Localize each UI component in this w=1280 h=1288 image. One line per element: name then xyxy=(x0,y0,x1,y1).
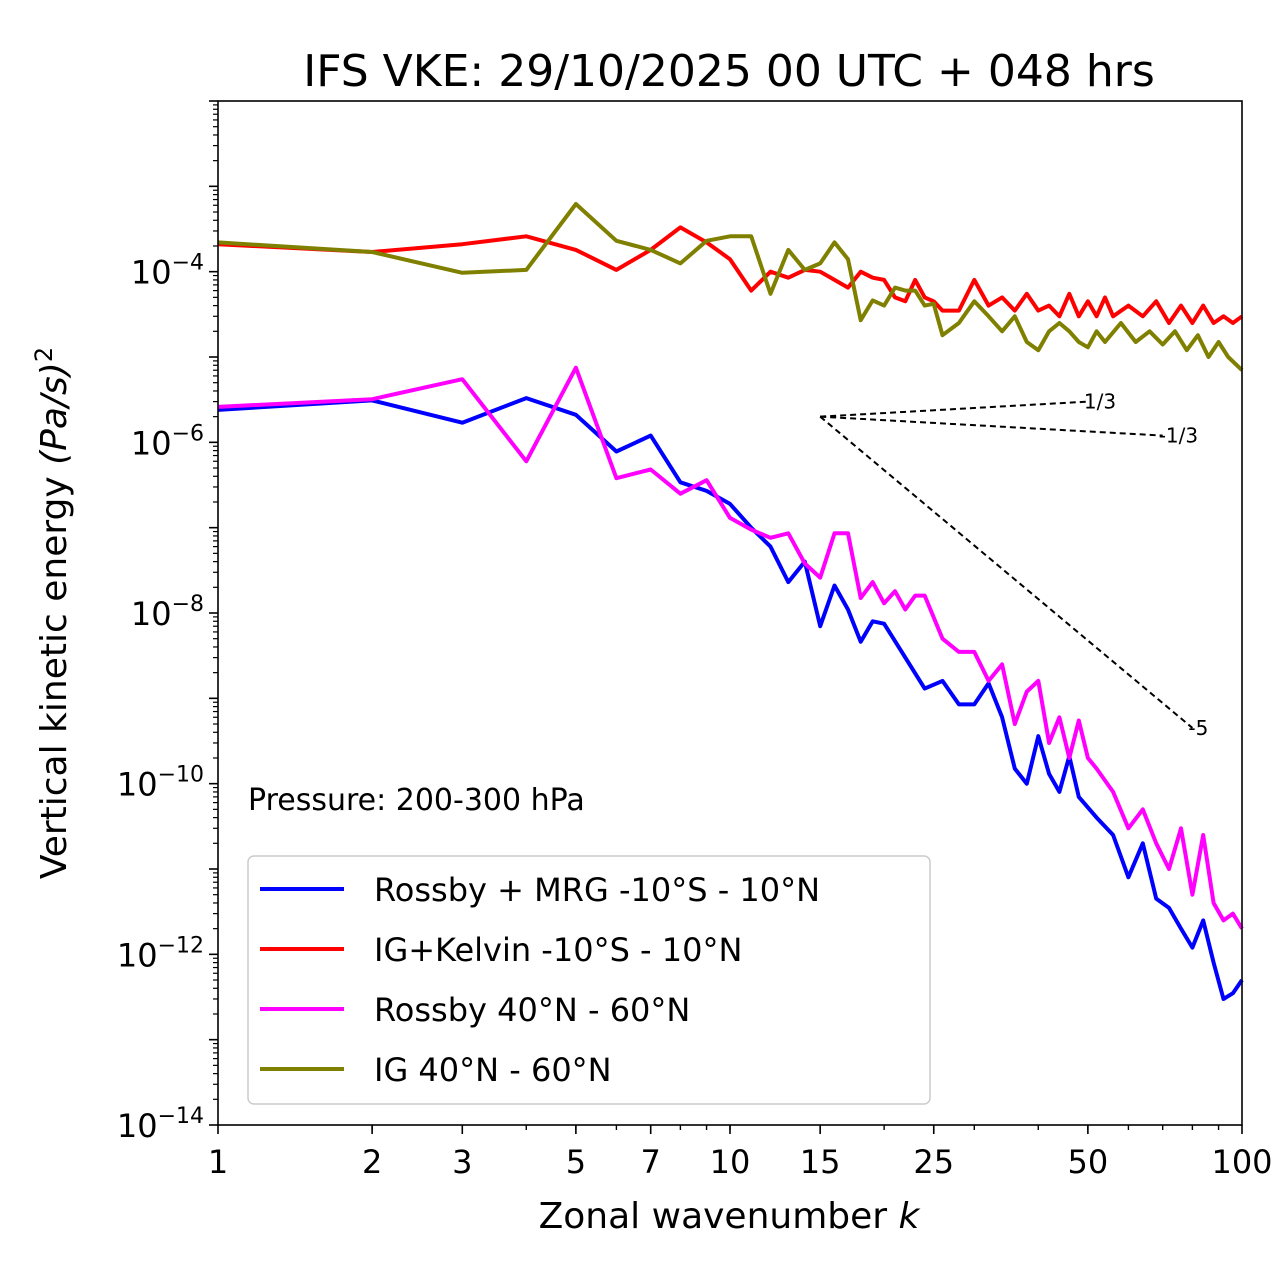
reference-slope-label-0: 1/3 xyxy=(1084,390,1116,414)
x-tick-label: 25 xyxy=(913,1143,954,1181)
x-tick-label: 10 xyxy=(710,1143,751,1181)
series-layer xyxy=(217,202,1244,1001)
reference-slope-label-2: -5 xyxy=(1188,716,1208,740)
x-tick-label: 15 xyxy=(800,1143,841,1181)
y-tick-base: 10 xyxy=(117,766,158,804)
legend-items: Rossby + MRG -10°S - 10°N IG+Kelvin -10°S… xyxy=(260,871,820,1089)
x-tick-label: 5 xyxy=(566,1143,586,1181)
legend: Rossby + MRG -10°S - 10°N IG+Kelvin -10°S… xyxy=(247,855,931,1105)
reference-slope-line-0 xyxy=(820,400,1088,418)
y-tick-exponent: −14 xyxy=(158,1104,204,1129)
series-line-2 xyxy=(217,365,1244,930)
legend-label-1: IG+Kelvin -10°S - 10°N xyxy=(374,931,742,969)
x-axis-label-var: k xyxy=(899,1196,922,1237)
legend-label-3: IG 40°N - 60°N xyxy=(374,1051,612,1089)
y-tick-label: 10−6 xyxy=(131,421,204,462)
reference-slope-label-1: -1/3 xyxy=(1159,424,1198,448)
y-tick-base: 10 xyxy=(117,1107,158,1145)
series-line-3 xyxy=(217,202,1244,372)
y-tick-exponent: −8 xyxy=(172,592,204,617)
reference-slopes: 1/3 -1/3 -5 xyxy=(819,390,1208,740)
y-tick-base: 10 xyxy=(117,936,158,974)
y-tick-label: 10−4 xyxy=(131,251,204,292)
y-tick-base: 10 xyxy=(131,254,172,292)
series-line-1 xyxy=(217,225,1244,325)
x-tick-label: 100 xyxy=(1211,1143,1272,1181)
legend-label-0: Rossby + MRG -10°S - 10°N xyxy=(374,871,820,909)
legend-label-2: Rossby 40°N - 60°N xyxy=(374,991,690,1029)
reference-slope-line-1 xyxy=(820,415,1163,437)
x-axis-label: Zonal wavenumber k xyxy=(539,1196,922,1237)
pressure-annotation: Pressure: 200-300 hPa xyxy=(248,783,585,818)
chart-title: IFS VKE: 29/10/2025 00 UTC + 048 hrs xyxy=(303,46,1155,97)
y-axis-label: Vertical kinetic energy (Pa/s)2 xyxy=(30,347,75,879)
x-tick-label: 7 xyxy=(641,1143,661,1181)
y-axis-label-exp: 2 xyxy=(30,347,58,362)
y-tick-label: 10−10 xyxy=(117,763,204,804)
legend-frame xyxy=(247,855,931,1105)
y-tick-exponent: −6 xyxy=(172,421,204,446)
y-tick-label: 10−14 xyxy=(117,1104,204,1145)
x-tick-label: 3 xyxy=(452,1143,472,1181)
y-tick-exponent: −12 xyxy=(158,933,204,958)
y-tick-base: 10 xyxy=(131,595,172,633)
x-axis: 1 2 3 5 7 10 15 25 50 100 xyxy=(208,1125,1273,1181)
y-tick-label: 10−12 xyxy=(117,933,204,974)
y-tick-exponent: −10 xyxy=(158,763,204,788)
y-axis-label-text: Vertical kinetic energy xyxy=(34,476,75,879)
x-tick-label: 2 xyxy=(362,1143,382,1181)
y-tick-label: 10−8 xyxy=(131,592,204,633)
series-line-0 xyxy=(217,396,1244,1001)
x-tick-label: 1 xyxy=(208,1143,228,1181)
y-tick-base: 10 xyxy=(131,424,172,462)
y-axis-label-unit: (Pa/s) xyxy=(34,362,75,465)
x-axis-label-text: Zonal wavenumber xyxy=(539,1196,888,1237)
reference-slope-line-2 xyxy=(819,415,1194,729)
x-tick-label: 50 xyxy=(1068,1143,1109,1181)
y-tick-exponent: −4 xyxy=(172,251,204,276)
